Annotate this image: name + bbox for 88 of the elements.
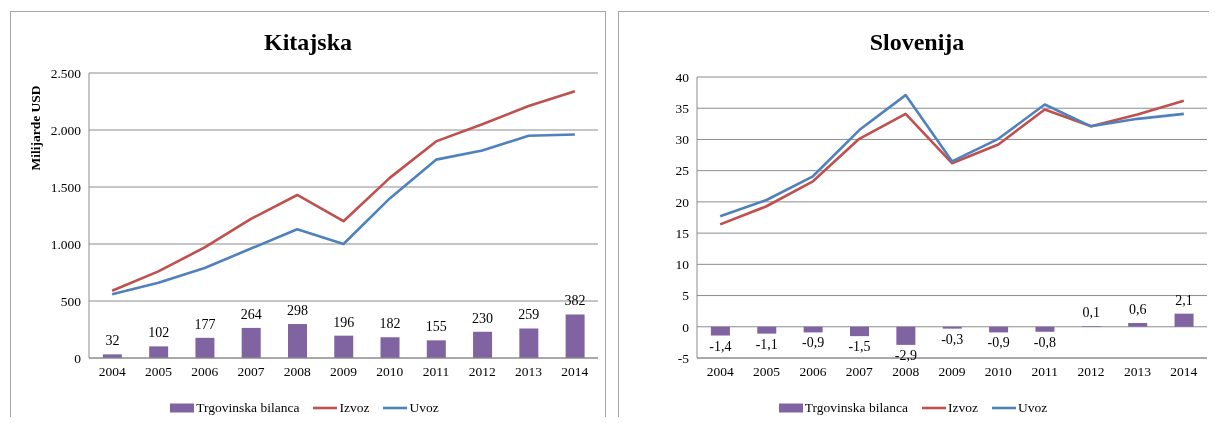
x-tick-label: 2013	[515, 363, 543, 379]
data-label: -0,3	[941, 331, 964, 347]
bar	[1035, 326, 1055, 332]
y-tick-label: 2.500	[50, 65, 82, 81]
bar	[757, 326, 777, 334]
x-tick-label: 2008	[892, 363, 920, 379]
data-label: 382	[564, 293, 586, 309]
bar	[426, 340, 446, 358]
data-label: -2,9	[894, 347, 917, 363]
bar	[519, 328, 539, 358]
y-tick-label: 35	[675, 101, 690, 117]
data-label: -1,5	[848, 339, 871, 355]
x-tick-label: 2012	[468, 363, 496, 379]
y-tick-label: 0	[682, 319, 690, 335]
y-tick-label: 1.500	[50, 179, 82, 195]
x-tick-label: 2010	[984, 363, 1013, 379]
y-tick-label: 20	[675, 194, 690, 210]
x-tick-label: 2013	[1123, 363, 1152, 379]
y-axis-title: Milijarde USD	[27, 85, 43, 171]
line-series	[110, 133, 577, 296]
legend-label: Uvoz	[1017, 400, 1048, 416]
bar	[710, 326, 730, 336]
bar	[896, 326, 916, 345]
x-tick-label: 2004	[706, 363, 734, 379]
line-series	[110, 89, 577, 293]
bar	[195, 337, 215, 358]
x-tick-label: 2008	[283, 363, 311, 379]
bar	[473, 331, 493, 358]
bar	[241, 327, 261, 358]
x-tick-label: 2012	[1077, 363, 1105, 379]
chart-title: Slovenija	[869, 28, 965, 57]
bar	[149, 346, 169, 358]
x-tick-label: 2011	[1031, 363, 1058, 379]
x-tick-label: 2005	[144, 363, 173, 379]
x-tick-label: 2014	[1170, 363, 1198, 379]
x-tick-label: 2009	[330, 363, 358, 379]
y-tick-label: 40	[675, 69, 690, 85]
bar	[380, 337, 400, 358]
chart-title: Kitajska	[263, 28, 352, 57]
x-tick-label: 2010	[376, 363, 404, 379]
legend-label: Uvoz	[409, 400, 439, 416]
data-label: 182	[379, 316, 401, 332]
x-tick-label: 2006	[799, 363, 827, 379]
y-tick-label: 30	[675, 132, 690, 148]
data-label: 0,6	[1128, 302, 1147, 318]
data-label: 259	[518, 307, 540, 323]
data-label: -0,8	[1033, 334, 1057, 350]
x-tick-label: 2014	[561, 363, 589, 379]
data-label: 196	[333, 314, 355, 330]
data-label: 155	[425, 319, 447, 335]
y-tick-label: 5	[682, 288, 690, 304]
x-tick-label: 2009	[938, 363, 966, 379]
bar	[334, 335, 354, 358]
legend-label: Trgovinska bilanca	[196, 400, 300, 416]
y-tick-label: 15	[675, 225, 690, 241]
x-tick-label: 2005	[753, 363, 781, 379]
data-label: -1,4	[709, 338, 732, 354]
y-tick-label: 1.000	[50, 236, 82, 252]
bar	[287, 324, 307, 358]
data-label: -1,1	[755, 336, 778, 352]
bar	[1128, 323, 1148, 327]
data-label: 177	[194, 316, 216, 332]
bar	[850, 326, 869, 337]
bar	[1174, 313, 1194, 327]
y-tick-label: 25	[675, 163, 690, 179]
data-label: 0,1	[1082, 305, 1101, 321]
y-tick-label: 0	[74, 350, 82, 366]
bar	[565, 314, 585, 358]
x-tick-label: 2006	[191, 363, 219, 379]
legend-label: Izvoz	[339, 400, 370, 416]
legend-label: Izvoz	[947, 400, 978, 416]
data-label: 230	[472, 310, 494, 326]
x-tick-label: 2007	[845, 363, 874, 379]
y-tick-label: 500	[60, 293, 82, 309]
data-label: 102	[148, 325, 170, 341]
x-tick-label: 2011	[422, 363, 450, 379]
data-label: 32	[105, 333, 120, 349]
data-label: -0,9	[802, 335, 825, 351]
data-label: 264	[240, 306, 262, 322]
x-tick-label: 2004	[98, 363, 126, 379]
data-label: 298	[286, 303, 308, 319]
data-label: 2,1	[1175, 292, 1193, 308]
y-tick-label: 2.000	[50, 122, 82, 138]
y-tick-label: -5	[677, 350, 690, 366]
y-tick-label: 10	[675, 257, 690, 273]
x-tick-label: 2007	[237, 363, 265, 379]
legend-label: Trgovinska bilanca	[804, 400, 908, 416]
data-label: -0,9	[987, 335, 1010, 351]
